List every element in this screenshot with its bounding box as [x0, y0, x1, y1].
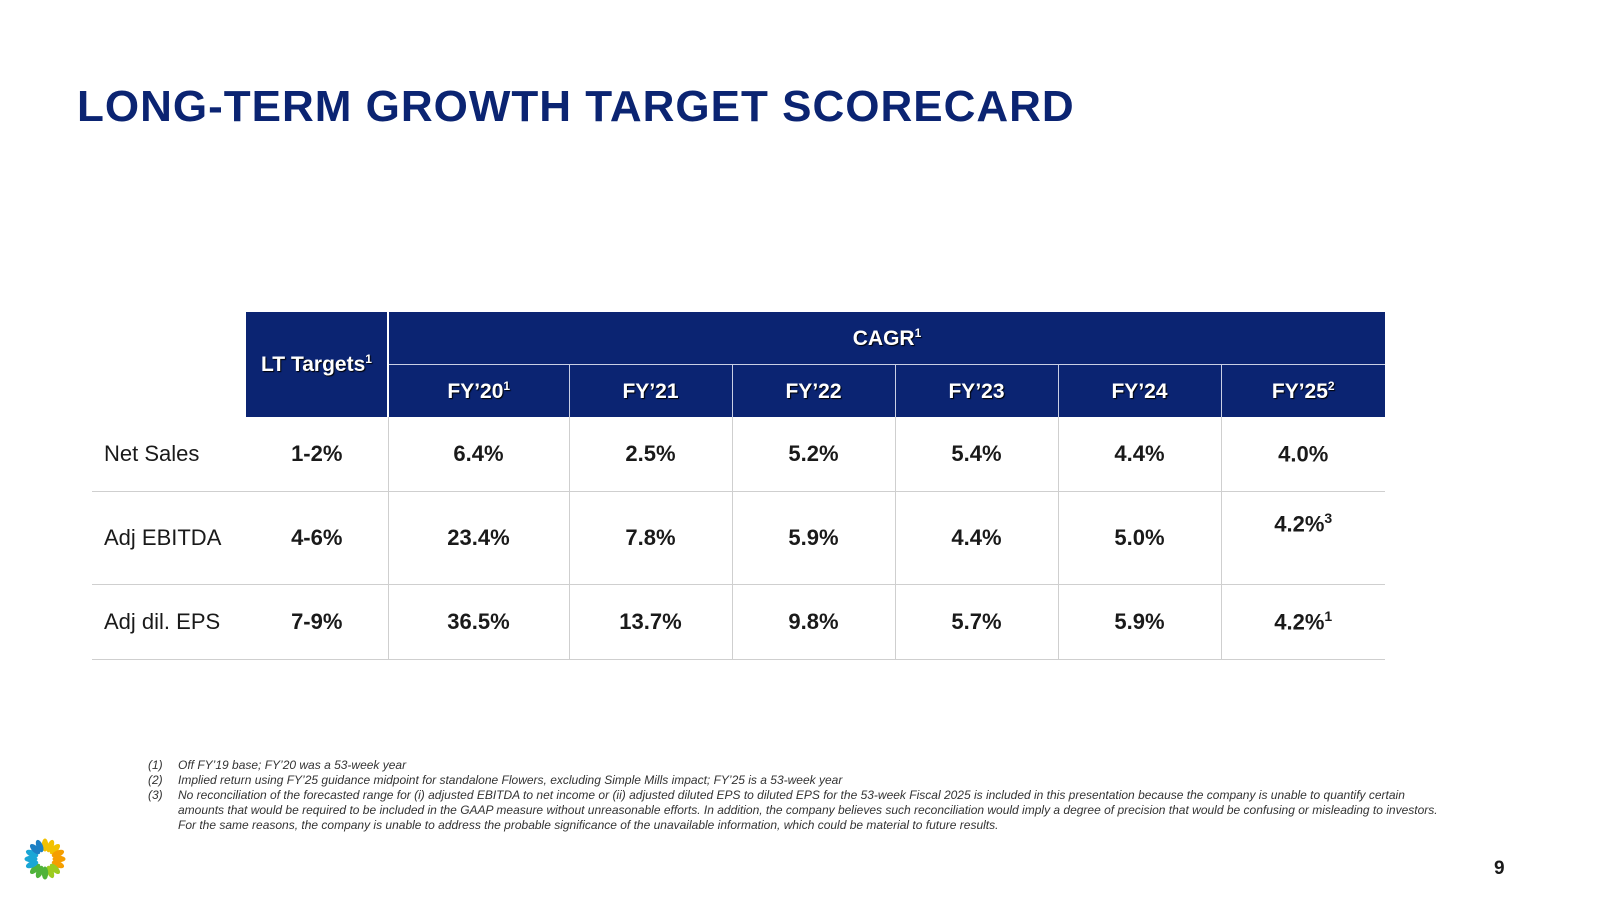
header-year-label: FY’21: [622, 379, 679, 403]
header-year-label: FY’23: [948, 379, 1005, 403]
header-year-fy21: FY’21: [569, 364, 733, 417]
table-row-adj-dil-eps: Adj dil. EPS 7-9% 36.5% 13.7% 9.8% 5.7% …: [92, 584, 1385, 660]
page-number: 9: [1494, 858, 1505, 879]
value-sup: 3: [1324, 510, 1333, 526]
scorecard-table: LT Targets1 CAGR1 FY’201 FY’21 FY’22 FY’…: [92, 312, 1385, 660]
value-sup: 1: [1324, 608, 1333, 625]
header-lt-targets-label: LT Targets: [261, 353, 366, 376]
value-cell: 5.9%: [1058, 584, 1222, 660]
footnote-number: (1): [148, 758, 163, 772]
header-blank-cell: [92, 312, 246, 417]
lt-target-cell: 4-6%: [246, 491, 389, 585]
header-year-fy24: FY’24: [1058, 364, 1222, 417]
footnote: (1) Off FY’19 base; FY’20 was a 53-week …: [148, 758, 1438, 773]
flower-logo-icon: [24, 838, 66, 880]
header-year-label: FY’24: [1111, 379, 1168, 403]
logo-petal: [46, 865, 55, 879]
value-cell: 2.5%: [569, 417, 733, 492]
row-label: Adj dil. EPS: [92, 584, 246, 660]
row-label: Net Sales: [92, 417, 246, 492]
header-cagr-sup: 1: [914, 325, 922, 340]
footnote-text: No reconciliation of the forecasted rang…: [178, 788, 1438, 832]
table-years-row: FY’201 FY’21 FY’22 FY’23 FY’24 FY’252: [92, 364, 1385, 417]
logo-petal: [51, 849, 65, 858]
value-text: 4.2%: [1274, 511, 1325, 537]
header-year-label: FY’25: [1271, 379, 1328, 403]
value-cell: 36.5%: [388, 584, 570, 660]
value-cell: 5.0%: [1058, 491, 1222, 585]
footnote-number: (3): [148, 788, 163, 802]
value-cell: 6.4%: [388, 417, 570, 492]
footnote-text: Off FY’19 base; FY’20 was a 53-week year: [178, 758, 407, 772]
value-text: 4.2%: [1274, 609, 1325, 635]
value-cell: 5.2%: [732, 417, 896, 492]
footnote-number: (2): [148, 773, 163, 787]
logo-petals: [24, 838, 66, 880]
logo-petal: [49, 843, 61, 855]
table-row-adj-ebitda: Adj EBITDA 4-6% 23.4% 7.8% 5.9% 4.4% 5.0…: [92, 491, 1385, 585]
value-cell: 5.7%: [895, 584, 1059, 660]
value-cell: 4.4%: [895, 491, 1059, 585]
value-cell-fy25: 4.2%3: [1221, 491, 1385, 585]
footnote-text: Implied return using FY’25 guidance midp…: [178, 773, 843, 787]
logo-petal: [29, 843, 41, 855]
value-cell: 7.8%: [569, 491, 733, 585]
page-title: LONG-TERM GROWTH TARGET SCORECARD: [77, 82, 1075, 131]
lt-target-cell: 1-2%: [246, 417, 389, 492]
header-year-label: FY’20: [447, 379, 504, 403]
logo-petal: [49, 863, 61, 875]
value-cell: 23.4%: [388, 491, 570, 585]
value-cell: 13.7%: [569, 584, 733, 660]
table-row-net-sales: Net Sales 1-2% 6.4% 2.5% 5.2% 5.4% 4.4% …: [92, 417, 1385, 492]
value-cell: 5.9%: [732, 491, 896, 585]
header-year-sup: 2: [1327, 378, 1335, 393]
logo-petal: [25, 860, 39, 869]
lt-target-cell: 7-9%: [246, 584, 389, 660]
logo-petal: [29, 863, 41, 875]
footnote: (3) No reconciliation of the forecasted …: [148, 788, 1438, 833]
value-cell: 4.4%: [1058, 417, 1222, 492]
header-lt-targets-sup: 1: [365, 352, 372, 366]
header-cagr: CAGR1: [388, 312, 1385, 365]
footnotes: (1) Off FY’19 base; FY’20 was a 53-week …: [148, 758, 1438, 833]
value-cell-fy25: 4.0%: [1221, 417, 1385, 492]
footnote: (2) Implied return using FY’25 guidance …: [148, 773, 1438, 788]
table-header-row: LT Targets1 CAGR1: [92, 312, 1385, 417]
value-cell: 9.8%: [732, 584, 896, 660]
header-year-fy25: FY’252: [1221, 364, 1385, 417]
value-cell-fy25: 4.2%1: [1221, 584, 1385, 660]
header-cagr-label: CAGR: [852, 326, 915, 350]
header-year-fy22: FY’22: [732, 364, 896, 417]
header-year-label: FY’22: [785, 379, 842, 403]
value-cell: 5.4%: [895, 417, 1059, 492]
header-year-fy23: FY’23: [895, 364, 1059, 417]
logo-petal: [35, 839, 44, 853]
header-year-sup: 1: [503, 378, 511, 393]
header-lt-targets: LT Targets1: [246, 312, 389, 417]
value-text: 4.0%: [1278, 441, 1329, 467]
header-year-fy20: FY’201: [388, 364, 570, 417]
row-label: Adj EBITDA: [92, 491, 246, 585]
